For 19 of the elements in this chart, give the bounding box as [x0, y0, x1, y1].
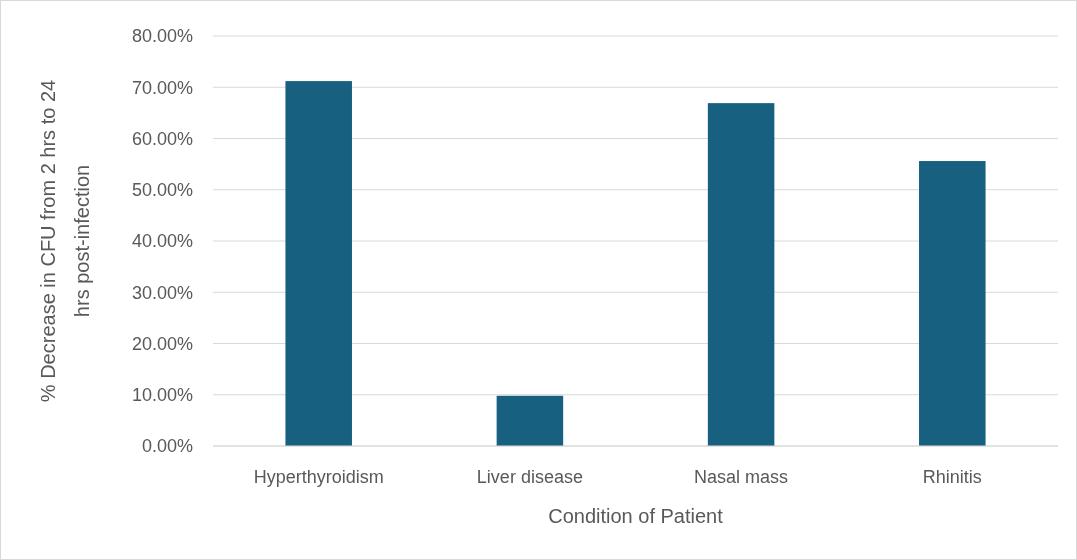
x-tick-label: Rhinitis	[922, 467, 982, 487]
x-tick-label: Hyperthyroidism	[253, 467, 384, 487]
bar	[285, 81, 352, 446]
bar	[707, 103, 775, 446]
y-tick-label: 80.00%	[131, 26, 193, 47]
x-tick-label: Nasal mass	[694, 467, 789, 487]
bar	[496, 395, 564, 446]
y-tick-label: 0.00%	[141, 436, 193, 457]
y-tick-label: 70.00%	[131, 77, 193, 98]
bar	[919, 161, 986, 446]
y-tick-label: 20.00%	[131, 333, 193, 354]
y-tick-label: 30.00%	[131, 282, 193, 303]
y-tick-label: 50.00%	[131, 180, 193, 201]
y-axis-title: % Decrease in CFU from 2 hrs to 24 hrs post-infection	[37, 79, 93, 403]
x-tick-label: Liver disease	[476, 467, 583, 487]
x-axis-title: Condition of Patient	[548, 505, 724, 527]
y-tick-label: 40.00%	[131, 231, 193, 252]
y-tick-label: 10.00%	[131, 385, 193, 406]
y-tick-label: 60.00%	[131, 128, 193, 149]
